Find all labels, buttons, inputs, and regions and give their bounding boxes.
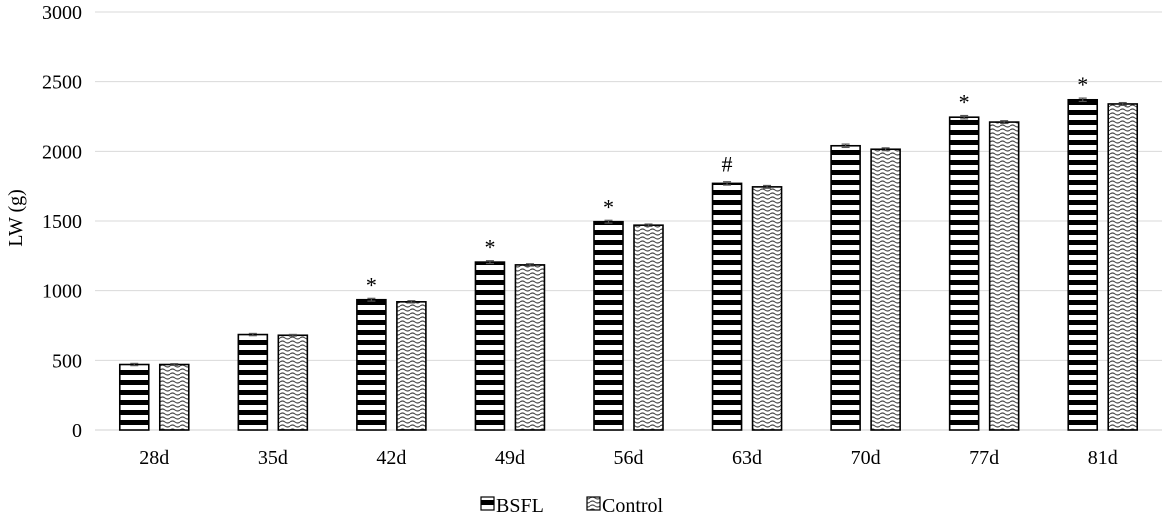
legend[interactable]: BSFL Control	[480, 495, 664, 516]
bar-bsfl[interactable]	[474, 261, 506, 431]
legend-swatch-control	[586, 496, 601, 511]
bar-control[interactable]	[633, 224, 664, 431]
legend-label-bsfl: BSFL	[496, 495, 544, 516]
bar-bsfl[interactable]	[237, 333, 269, 431]
gridlines	[95, 11, 1162, 431]
x-tick-label: 49d	[495, 447, 525, 469]
legend-item-control[interactable]: Control	[586, 495, 664, 516]
legend-item-bsfl[interactable]: BSFL	[480, 495, 544, 516]
y-tick-label: 3000	[42, 2, 82, 24]
x-tick-label: 42d	[376, 447, 406, 469]
bar-control[interactable]	[1107, 103, 1139, 431]
bar-control[interactable]	[514, 264, 546, 431]
y-tick-label: 2000	[42, 141, 82, 163]
y-tick-label: 500	[52, 350, 82, 372]
significance-mark: *	[1077, 72, 1088, 97]
trend-mark: #	[722, 152, 733, 177]
bar-bsfl[interactable]	[711, 182, 743, 431]
significance-mark: *	[603, 194, 614, 219]
bar-control[interactable]	[870, 148, 901, 431]
bar-bsfl[interactable]	[118, 363, 150, 431]
legend-label-control: Control	[602, 495, 664, 516]
significance-mark: *	[959, 90, 970, 115]
bar-control[interactable]	[988, 121, 1020, 431]
x-tick-label: 35d	[258, 447, 288, 469]
bar-control[interactable]	[158, 363, 190, 431]
x-tick-label: 81d	[1088, 447, 1118, 469]
x-tick-label: 28d	[139, 447, 169, 469]
x-axis-ticks: 28d 35d 42d 49d 56d 63d 70d 77d 81d	[139, 447, 1117, 469]
bar-bsfl[interactable]	[948, 116, 980, 431]
x-tick-label: 63d	[732, 447, 762, 469]
bar-bsfl[interactable]	[1067, 98, 1099, 431]
legend-swatch-bsfl	[480, 496, 495, 511]
significance-marks: * * * # * *	[366, 72, 1088, 297]
bar-bsfl[interactable]	[593, 220, 624, 431]
significance-mark: *	[484, 235, 495, 260]
y-tick-label: 1000	[42, 281, 82, 303]
x-tick-label: 70d	[851, 447, 881, 469]
bar-bsfl[interactable]	[356, 298, 387, 431]
significance-mark: *	[366, 272, 377, 297]
bars	[118, 97, 1139, 431]
bar-control[interactable]	[751, 186, 783, 431]
bar-bsfl[interactable]	[830, 144, 861, 431]
y-tick-label: 1500	[42, 211, 82, 233]
x-tick-label: 56d	[614, 447, 644, 469]
bar-control[interactable]	[396, 301, 427, 431]
bar-control[interactable]	[277, 334, 309, 431]
y-axis-ticks: 0 500 1000 1500 2000 2500 3000	[42, 2, 82, 442]
y-tick-label: 2500	[42, 72, 82, 94]
y-axis-title: LW (g)	[5, 189, 27, 247]
x-tick-label: 77d	[969, 447, 999, 469]
y-tick-label: 0	[72, 420, 82, 442]
